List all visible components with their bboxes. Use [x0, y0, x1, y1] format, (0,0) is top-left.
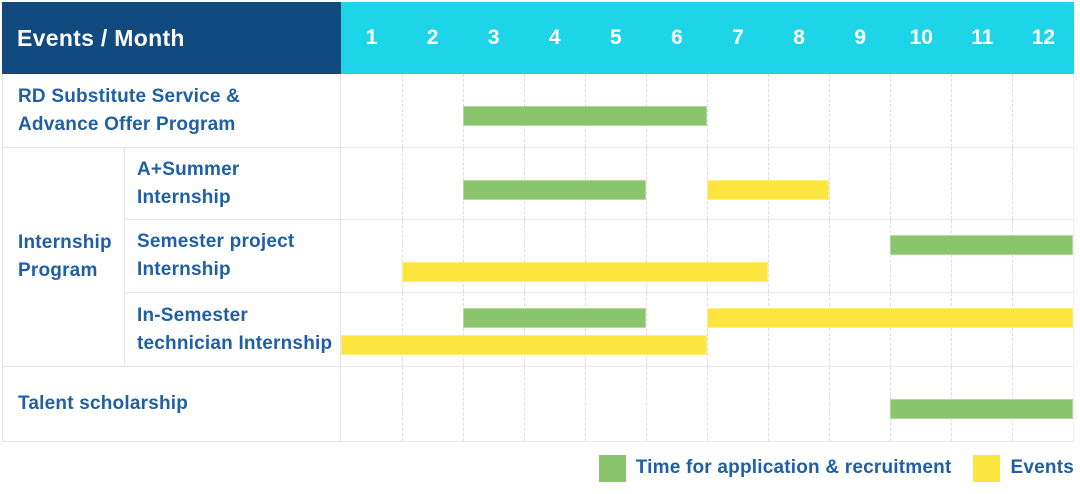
month-gridline: [463, 367, 464, 441]
row-label-semester-project: Semester project Internship: [125, 220, 341, 293]
month-header-cell: 4: [548, 26, 561, 49]
month-header-cell: 7: [732, 26, 744, 49]
timeline-row-a-plus-summer: [341, 148, 1074, 220]
month-gridline: [585, 293, 586, 366]
month-gridline: [890, 220, 891, 292]
month-gridline: [524, 367, 525, 441]
month-gridline: [402, 148, 403, 219]
group-label-line: Internship: [18, 232, 112, 253]
month-gridline: [951, 220, 952, 292]
legend-label-recruitment: Time for application & recruitment: [635, 457, 952, 478]
gantt-bar-event: [707, 308, 1073, 328]
month-gridline: [1012, 220, 1013, 292]
table-title-cell: Events / Month: [2, 2, 341, 74]
month-gridline: [829, 293, 830, 366]
row-label-talent-scholarship: Talent scholarship: [2, 367, 341, 442]
month-header-cell: 10: [909, 26, 933, 49]
gantt-bar-event: [707, 180, 829, 200]
month-header-cell: 8: [793, 26, 805, 49]
row-label-line: Advance Offer Program: [18, 113, 236, 135]
group-label-internship-program: Internship Program: [2, 148, 125, 367]
month-gridline: [829, 74, 830, 147]
gantt-bar-event: [402, 262, 768, 282]
row-label-line: A+Summer: [137, 158, 240, 180]
month-gridline: [890, 148, 891, 219]
month-header-cell: 11: [971, 26, 994, 49]
gantt-bar-recruitment: [463, 308, 646, 328]
legend-swatch-events: [973, 454, 1001, 482]
legend-label-events: Events: [1010, 457, 1074, 478]
timeline-row-semester-project: [341, 220, 1074, 293]
month-header-cell: 9: [854, 26, 866, 49]
month-gridline: [890, 74, 891, 147]
month-gridline: [707, 293, 708, 366]
row-label-a-plus-summer: A+Summer Internship: [125, 148, 341, 220]
row-label-line: Internship: [137, 259, 231, 280]
row-label-line: Talent scholarship: [18, 393, 189, 414]
row-label-line: In-Semester: [137, 304, 248, 326]
month-gridline: [829, 220, 830, 292]
gantt-bar-event: [341, 335, 707, 355]
legend: Time for application & recruitment Event…: [598, 446, 1074, 490]
month-gridline: [646, 293, 647, 366]
month-gridline: [402, 74, 403, 147]
gantt-bar-recruitment: [890, 235, 1073, 255]
month-gridline: [707, 74, 708, 147]
month-gridline: [829, 367, 830, 441]
group-label-line: Program: [18, 260, 98, 281]
row-label-line: RD Substitute Service &: [18, 85, 241, 107]
month-gridline: [585, 367, 586, 441]
month-gridline: [1012, 293, 1013, 366]
month-gridline: [402, 220, 403, 292]
row-label-rd-substitute: RD Substitute Service & Advance Offer Pr…: [2, 74, 341, 148]
gantt-bar-recruitment: [463, 180, 646, 200]
timeline-row-talent-scholarship: [341, 367, 1074, 442]
month-gridline: [890, 293, 891, 366]
month-gridline: [768, 220, 769, 292]
month-header-cell: 3: [487, 26, 500, 49]
month-gridline: [707, 367, 708, 441]
row-label-in-semester-technician: In-Semester technician Internship: [125, 293, 341, 367]
legend-item-events: Events: [973, 454, 1074, 482]
month-gridline: [951, 293, 952, 366]
month-gridline: [646, 148, 647, 219]
month-header-cell: 5: [610, 26, 622, 49]
month-header-cell: 6: [671, 26, 683, 49]
months-header: 1 2 3 4 5 6 7 8 9 10 11 12: [341, 2, 1074, 74]
month-gridline: [1012, 74, 1013, 147]
month-gridline: [402, 367, 403, 441]
month-gridline: [646, 220, 647, 292]
month-gridline: [951, 74, 952, 147]
row-label-line: Semester project: [137, 231, 295, 252]
month-gridline: [707, 220, 708, 292]
row-label-line: Internship: [137, 186, 231, 208]
month-gridline: [524, 220, 525, 292]
month-header-cell: 1: [365, 26, 378, 49]
month-gridline: [829, 148, 830, 219]
month-gridline: [524, 293, 525, 366]
gantt-bar-recruitment: [463, 106, 707, 126]
month-gridline: [768, 367, 769, 441]
month-gridline: [1012, 148, 1013, 219]
events-month-table: Events / Month 1 2 3 4 5 6 7 8 9 10 11 12 RD Substi…: [2, 2, 1074, 442]
month-gridline: [646, 367, 647, 441]
month-gridline: [768, 74, 769, 147]
legend-item-recruitment: Time for application & recruitment: [598, 454, 952, 482]
month-gridline: [768, 293, 769, 366]
legend-swatch-recruitment: [598, 454, 626, 482]
row-label-line: technician Internship: [137, 332, 333, 354]
month-gridline: [463, 293, 464, 366]
month-header-cell: 12: [1031, 26, 1056, 49]
month-gridline: [402, 293, 403, 366]
month-header-cell: 2: [426, 26, 439, 49]
timeline-row-rd-substitute: [341, 74, 1074, 148]
month-gridline: [951, 148, 952, 219]
month-gridline: [585, 220, 586, 292]
table-title: Events / Month: [17, 24, 185, 51]
timeline-row-in-semester-technician: [341, 293, 1074, 367]
gantt-bar-recruitment: [890, 399, 1073, 419]
month-gridline: [463, 220, 464, 292]
